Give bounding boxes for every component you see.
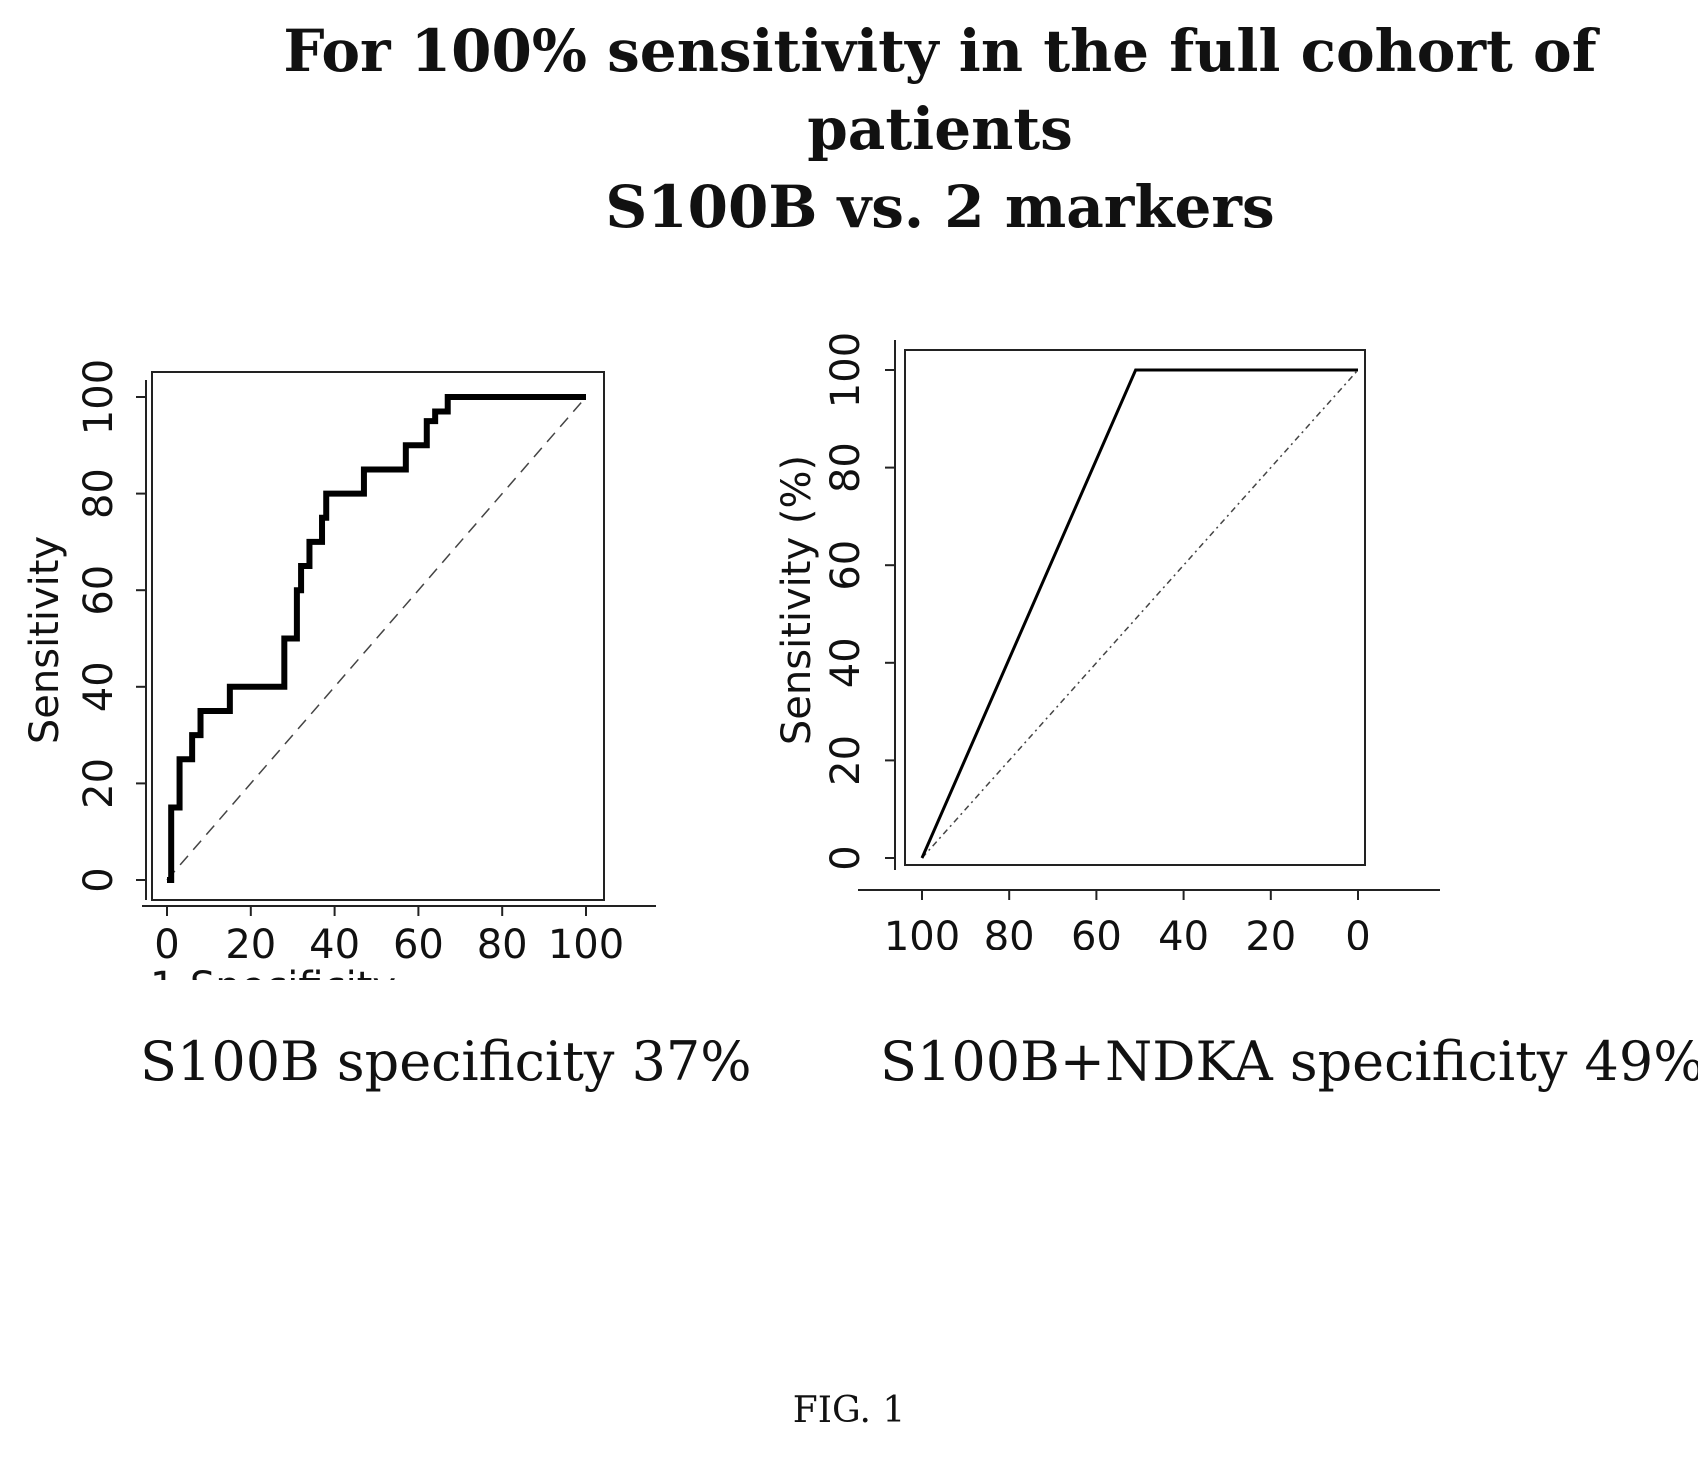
y-tick-label: 100 bbox=[76, 359, 122, 435]
x-tick-label: 100 bbox=[548, 922, 624, 968]
reference-diagonal-line bbox=[921, 369, 1359, 859]
y-tick-label: 40 bbox=[76, 661, 122, 712]
caption-s100b: S100B specificity 37% bbox=[140, 1030, 752, 1093]
reference-diagonal-line bbox=[166, 396, 587, 881]
x-tick-label: 100 bbox=[884, 914, 960, 950]
figure-title: For 100% sensitivity in the full cohort … bbox=[260, 12, 1620, 246]
figure-label: FIG. 1 bbox=[792, 1390, 906, 1431]
x-axis-label: 1-Specificity bbox=[150, 964, 396, 980]
x-tick-label: 60 bbox=[393, 922, 444, 968]
y-axis-label: Sensitivity bbox=[22, 536, 68, 744]
x-tick-label: 20 bbox=[225, 922, 276, 968]
y-axis-label: Sensitivity (%) bbox=[774, 455, 820, 745]
x-tick-label: 0 bbox=[1345, 914, 1370, 950]
x-tick-label: 60 bbox=[1071, 914, 1122, 950]
y-tick-label: 80 bbox=[76, 468, 122, 519]
x-tick-label: 20 bbox=[1245, 914, 1296, 950]
x-tick-label: 80 bbox=[477, 922, 528, 968]
plot-frame bbox=[904, 349, 1366, 866]
y-tick-label: 0 bbox=[823, 845, 869, 870]
y-tick-label: 20 bbox=[76, 758, 122, 809]
y-tick-label: 0 bbox=[76, 867, 122, 892]
plot-frame bbox=[151, 371, 605, 901]
y-tick-label: 40 bbox=[823, 637, 869, 688]
x-tick-label: 40 bbox=[1158, 914, 1209, 950]
roc-chart-s100b: 0 20 40 60 80 100 0 20 40 60 80 100 1-Specificity Sen… bbox=[22, 359, 656, 980]
y-tick-label: 100 bbox=[823, 332, 869, 408]
y-tick-label: 60 bbox=[76, 565, 122, 616]
y-tick-label: 60 bbox=[823, 540, 869, 591]
y-tick-label: 20 bbox=[823, 735, 869, 786]
title-line-1: For 100% sensitivity in the full cohort … bbox=[283, 17, 1597, 85]
x-tick-label: 80 bbox=[984, 914, 1035, 950]
roc-curve-line bbox=[920, 368, 1358, 859]
y-tick-label: 80 bbox=[823, 442, 869, 493]
title-line-2: patients bbox=[807, 95, 1073, 163]
title-line-3: S100B vs. 2 markers bbox=[605, 173, 1275, 241]
x-tick-label: 40 bbox=[309, 922, 360, 968]
roc-curve-line bbox=[167, 394, 586, 883]
roc-chart-s100b-ndka: 100806040200020406080100Specificity (%)S… bbox=[774, 332, 1440, 950]
caption-s100b-ndka: S100B+NDKA specificity 49% bbox=[880, 1030, 1698, 1093]
x-tick-label: 0 bbox=[154, 922, 179, 968]
